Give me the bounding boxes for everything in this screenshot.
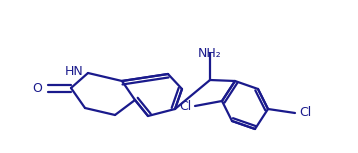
Text: NH₂: NH₂ [198,47,222,60]
Text: Cl: Cl [179,99,191,112]
Text: Cl: Cl [299,106,311,119]
Text: O: O [32,82,42,95]
Text: HN: HN [65,65,84,78]
